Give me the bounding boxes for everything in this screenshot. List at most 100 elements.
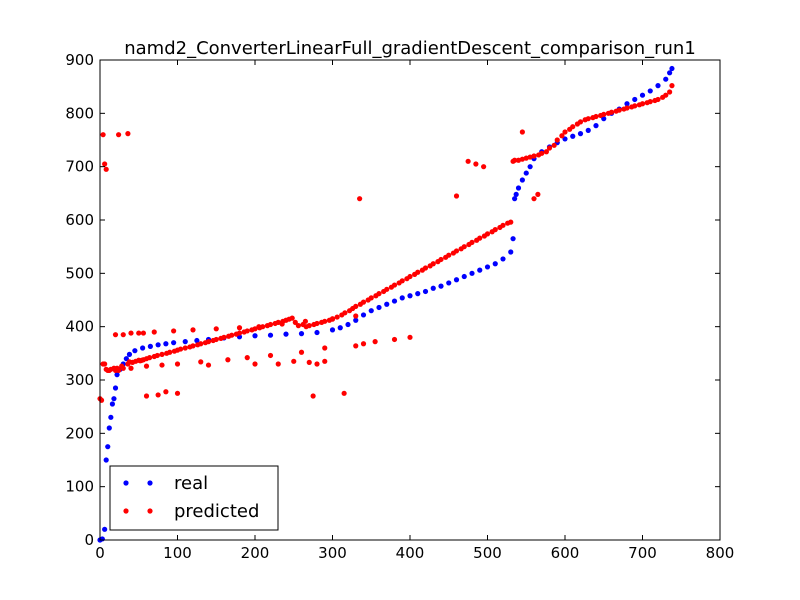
predicted-point: [469, 239, 475, 245]
real-point: [267, 332, 274, 338]
predicted-point: [140, 330, 146, 336]
predicted-point: [391, 282, 398, 288]
predicted-point: [190, 327, 196, 333]
predicted-point: [291, 358, 297, 364]
predicted-point: [342, 310, 348, 316]
legend-marker: [123, 508, 129, 514]
real-point: [283, 331, 289, 337]
series-predicted: [97, 83, 675, 403]
predicted-point: [341, 390, 347, 396]
real-point: [314, 329, 320, 336]
predicted-point: [302, 318, 308, 324]
predicted-point: [155, 392, 161, 398]
predicted-point: [102, 361, 108, 367]
predicted-point: [667, 89, 673, 95]
predicted-point: [551, 142, 557, 148]
predicted-point: [461, 244, 467, 250]
predicted-point: [279, 321, 285, 327]
predicted-point: [477, 235, 483, 241]
real-point: [376, 304, 382, 311]
predicted-point: [376, 291, 382, 297]
predicted-point: [512, 157, 518, 163]
predicted-point: [128, 330, 134, 336]
predicted-point: [190, 343, 196, 349]
predicted-point: [438, 256, 444, 263]
x-tick-label: 0: [95, 544, 105, 562]
real-point: [461, 273, 467, 280]
real-point: [384, 301, 390, 307]
y-tick-label: 900: [65, 51, 94, 69]
predicted-point: [632, 103, 638, 109]
predicted-point: [103, 166, 109, 172]
predicted-point: [136, 330, 142, 336]
y-tick-label: 500: [65, 264, 94, 282]
chart-title: namd2_ConverterLinearFull_gradientDescen…: [124, 38, 696, 59]
predicted-point: [601, 111, 607, 117]
x-tick-label: 500: [473, 544, 502, 562]
predicted-point: [519, 129, 525, 135]
real-point: [663, 76, 669, 82]
predicted-point: [310, 393, 316, 399]
y-tick-label: 100: [65, 478, 94, 496]
real-point: [570, 133, 576, 139]
real-point: [112, 385, 119, 391]
real-point: [492, 261, 498, 267]
legend-label: predicted: [174, 501, 259, 522]
predicted-point: [236, 325, 243, 331]
predicted-point: [357, 196, 363, 202]
predicted-point: [353, 313, 359, 319]
real-point: [103, 457, 109, 463]
predicted-point: [213, 326, 219, 332]
y-tick-label: 400: [65, 318, 94, 336]
predicted-point: [174, 361, 181, 367]
predicted-point: [577, 119, 584, 125]
legend-box: [109, 465, 279, 531]
real-point: [510, 236, 516, 242]
predicted-point: [267, 352, 274, 359]
predicted-point: [655, 96, 661, 103]
real-point: [438, 283, 444, 289]
real-point: [114, 372, 120, 378]
predicted-point: [430, 261, 436, 267]
predicted-point: [669, 83, 675, 89]
predicted-point: [198, 341, 204, 347]
real-point: [422, 288, 429, 295]
predicted-point: [543, 149, 550, 155]
y-tick-label: 200: [65, 424, 94, 442]
predicted-point: [128, 365, 134, 371]
predicted-point: [275, 361, 281, 367]
predicted-point: [198, 359, 204, 365]
predicted-point: [322, 318, 328, 324]
predicted-point: [334, 314, 340, 320]
predicted-point: [314, 361, 320, 367]
predicted-point: [384, 286, 390, 292]
predicted-point: [244, 355, 250, 361]
predicted-point: [143, 393, 150, 399]
legend-marker: [123, 480, 129, 486]
predicted-point: [252, 326, 258, 332]
x-tick-label: 300: [318, 544, 347, 562]
real-point: [513, 191, 519, 197]
predicted-point: [102, 161, 108, 167]
real-point: [667, 70, 673, 76]
predicted-point: [535, 191, 541, 197]
real-point: [105, 444, 111, 450]
predicted-point: [559, 133, 565, 139]
y-tick-label: 300: [65, 371, 94, 389]
predicted-point: [154, 352, 160, 359]
predicted-point: [360, 341, 367, 347]
predicted-point: [252, 361, 258, 367]
predicted-point: [616, 107, 622, 113]
axis-ticks: 0 100 200 300 400 500 600 700 800 0 100 200 300 400 50…: [65, 51, 734, 562]
predicted-point: [539, 150, 545, 156]
real-point: [632, 96, 638, 103]
real-point: [123, 356, 129, 362]
predicted-point: [116, 367, 122, 373]
real-point: [147, 343, 153, 349]
predicted-point: [647, 99, 653, 105]
predicted-point: [314, 320, 320, 327]
predicted-point: [125, 131, 131, 137]
predicted-point: [100, 132, 106, 138]
real-point: [577, 131, 584, 137]
